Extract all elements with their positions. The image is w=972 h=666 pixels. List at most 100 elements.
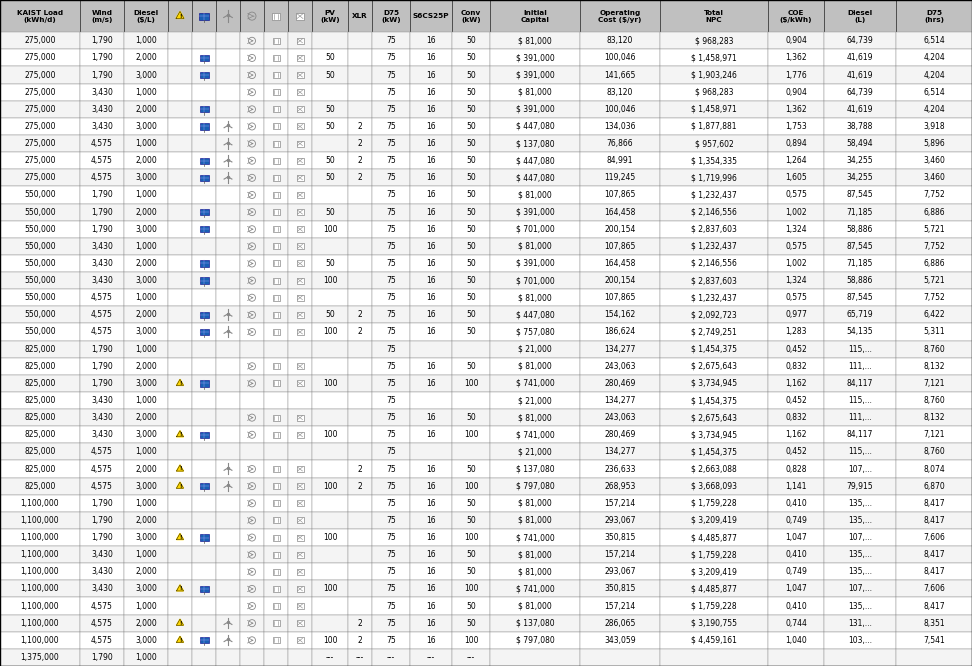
Bar	[410, 529, 452, 546]
Bar	[410, 186, 452, 204]
Bar	[199, 158, 209, 164]
Text: 1,047: 1,047	[785, 585, 807, 593]
Bar	[490, 289, 580, 306]
Text: $ 2,837,603: $ 2,837,603	[691, 276, 737, 285]
Bar	[296, 569, 303, 575]
Bar	[660, 460, 768, 478]
Bar	[768, 238, 824, 255]
Text: 1,790: 1,790	[91, 344, 113, 354]
Bar	[372, 49, 410, 67]
Text: $ 1,759,228: $ 1,759,228	[691, 601, 737, 611]
Text: 0,410: 0,410	[785, 601, 807, 611]
Text: PV
(kW): PV (kW)	[320, 9, 340, 23]
Text: Operating
Cost ($/yr): Operating Cost ($/yr)	[599, 9, 642, 23]
Bar	[0, 512, 80, 529]
Text: $ 1,458,971: $ 1,458,971	[691, 105, 737, 114]
Text: 16: 16	[426, 585, 435, 593]
Bar	[410, 512, 452, 529]
Text: 75: 75	[386, 567, 396, 576]
Text: 75: 75	[386, 190, 396, 199]
Bar	[372, 272, 410, 289]
Bar	[168, 306, 192, 324]
Bar	[490, 238, 580, 255]
Text: 107,865: 107,865	[605, 293, 636, 302]
Text: 16: 16	[426, 516, 435, 525]
Text: 75: 75	[386, 464, 396, 474]
Bar	[410, 220, 452, 238]
Bar	[264, 0, 288, 32]
Text: 4,575: 4,575	[91, 328, 113, 336]
Text: 100,046: 100,046	[605, 105, 636, 114]
Text: 275,000: 275,000	[24, 71, 55, 79]
Bar	[264, 306, 288, 324]
Text: 50: 50	[325, 53, 335, 63]
Bar	[768, 409, 824, 426]
Bar	[312, 186, 348, 204]
Bar	[312, 512, 348, 529]
Bar	[372, 306, 410, 324]
Bar	[896, 615, 972, 632]
Bar	[490, 220, 580, 238]
Bar	[264, 101, 288, 118]
Text: $ 2,146,556: $ 2,146,556	[691, 208, 737, 216]
Bar	[580, 289, 660, 306]
Text: 3,000: 3,000	[135, 585, 156, 593]
Text: 134,277: 134,277	[605, 344, 636, 354]
Bar	[660, 169, 768, 186]
Text: 50: 50	[467, 157, 476, 165]
Bar	[199, 483, 209, 490]
Text: 3,430: 3,430	[91, 585, 113, 593]
Bar	[199, 72, 209, 78]
Text: 100,046: 100,046	[605, 53, 636, 63]
Bar	[216, 67, 240, 84]
Text: 75: 75	[386, 53, 396, 63]
Bar	[168, 563, 192, 580]
Bar	[824, 546, 896, 563]
Bar	[192, 546, 216, 563]
Bar	[410, 101, 452, 118]
Bar	[296, 209, 303, 215]
Bar	[124, 426, 168, 444]
Bar	[580, 529, 660, 546]
Bar	[410, 615, 452, 632]
Bar	[124, 324, 168, 340]
Text: 0,904: 0,904	[785, 37, 807, 45]
Text: S6CS25P: S6CS25P	[413, 13, 449, 19]
Text: $ 1,454,375: $ 1,454,375	[691, 396, 737, 405]
Bar	[372, 460, 410, 478]
Text: 236,633: 236,633	[605, 464, 636, 474]
Bar	[80, 255, 124, 272]
Bar	[240, 615, 264, 632]
Bar	[192, 204, 216, 220]
Bar	[288, 135, 312, 152]
Bar	[580, 135, 660, 152]
Text: !: !	[179, 432, 181, 437]
Bar	[372, 204, 410, 220]
Text: 164,458: 164,458	[605, 259, 636, 268]
Bar	[348, 169, 372, 186]
Text: 50: 50	[325, 259, 335, 268]
Bar	[0, 67, 80, 84]
Bar	[348, 649, 372, 666]
Text: $ 447,080: $ 447,080	[515, 122, 554, 131]
Bar	[372, 340, 410, 358]
Bar	[312, 255, 348, 272]
Bar	[410, 460, 452, 478]
Bar	[272, 329, 280, 335]
Bar	[124, 306, 168, 324]
Bar	[824, 135, 896, 152]
Bar	[452, 118, 490, 135]
Bar	[288, 409, 312, 426]
Text: 1,375,000: 1,375,000	[20, 653, 59, 662]
Bar	[410, 272, 452, 289]
Text: 8,132: 8,132	[923, 413, 945, 422]
Bar	[216, 272, 240, 289]
Bar	[312, 84, 348, 101]
Bar	[288, 220, 312, 238]
Text: 0,749: 0,749	[785, 567, 807, 576]
Bar	[240, 135, 264, 152]
Bar	[410, 375, 452, 392]
Text: 135,...: 135,...	[848, 567, 872, 576]
Bar	[296, 312, 303, 318]
Bar	[272, 175, 280, 181]
